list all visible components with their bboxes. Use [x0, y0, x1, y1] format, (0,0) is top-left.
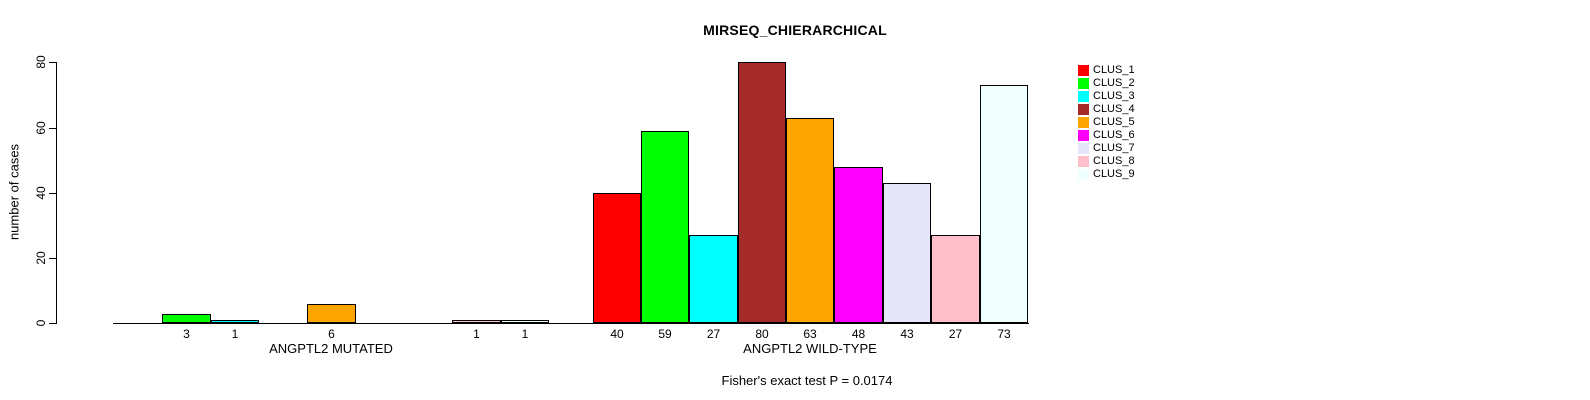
legend-item-clus_3: CLUS_3 — [1078, 90, 1135, 103]
x-axis-baseline — [113, 323, 1029, 324]
legend-label-clus_7: CLUS_7 — [1093, 142, 1135, 154]
bar-clus_5-wild-type — [786, 118, 834, 323]
legend-label-clus_4: CLUS_4 — [1093, 103, 1135, 115]
bar-clus_8-wild-type — [931, 235, 980, 323]
y-axis-line — [56, 62, 57, 324]
y-tick-label-0: 0 — [34, 319, 48, 327]
legend-color-swatch-clus_3 — [1078, 91, 1089, 102]
bar-clus_1-wild-type — [593, 193, 641, 323]
bar-value-label-clus_9-wild-type: 73 — [997, 327, 1011, 341]
legend-color-swatch-clus_1 — [1078, 65, 1089, 76]
legend-item-clus_1: CLUS_1 — [1078, 64, 1135, 77]
group-label-mutated: ANGPTL2 MUTATED — [269, 341, 393, 356]
legend-color-swatch-clus_5 — [1078, 117, 1089, 128]
bar-clus_9-mutated — [501, 320, 549, 323]
bar-value-label-clus_5-mutated: 6 — [328, 327, 335, 341]
legend-color-swatch-clus_7 — [1078, 143, 1089, 154]
bar-clus_3-wild-type — [689, 235, 738, 323]
bar-clus_5-mutated — [307, 304, 356, 323]
y-tick-label-80: 80 — [34, 55, 48, 69]
bar-value-label-clus_7-wild-type: 43 — [900, 327, 914, 341]
legend-color-swatch-clus_8 — [1078, 156, 1089, 167]
legend-item-clus_2: CLUS_2 — [1078, 77, 1135, 90]
y-tick-60 — [49, 128, 56, 129]
legend-label-clus_2: CLUS_2 — [1093, 77, 1135, 89]
legend-label-clus_5: CLUS_5 — [1093, 116, 1135, 128]
bar-value-label-clus_2-wild-type: 59 — [658, 327, 672, 341]
legend-color-swatch-clus_9 — [1078, 169, 1089, 180]
bar-clus_9-wild-type — [980, 85, 1028, 323]
y-tick-40 — [49, 193, 56, 194]
bar-value-label-clus_5-wild-type: 63 — [803, 327, 817, 341]
legend-item-clus_6: CLUS_6 — [1078, 129, 1135, 142]
legend-label-clus_9: CLUS_9 — [1093, 168, 1135, 180]
y-tick-label-60: 60 — [34, 120, 48, 135]
bar-clus_4-wild-type — [738, 62, 786, 323]
y-tick-80 — [49, 62, 56, 63]
bar-value-label-clus_2-mutated: 3 — [183, 327, 190, 341]
legend-color-swatch-clus_2 — [1078, 78, 1089, 89]
bar-clus_3-mutated — [211, 320, 259, 323]
y-tick-label-20: 20 — [34, 251, 48, 265]
bar-value-label-clus_3-wild-type: 27 — [706, 327, 721, 341]
y-tick-20 — [49, 258, 56, 259]
legend-color-swatch-clus_6 — [1078, 130, 1089, 141]
legend-item-clus_7: CLUS_7 — [1078, 142, 1135, 155]
legend-label-clus_6: CLUS_6 — [1093, 129, 1135, 141]
legend-item-clus_4: CLUS_4 — [1078, 103, 1135, 116]
legend-label-clus_8: CLUS_8 — [1093, 155, 1135, 167]
legend-item-clus_8: CLUS_8 — [1078, 155, 1135, 168]
legend-item-clus_5: CLUS_5 — [1078, 116, 1135, 129]
chart-title: MIRSEQ_CHIERARCHICAL — [703, 22, 887, 38]
bar-value-label-clus_3-mutated: 1 — [231, 327, 239, 341]
bar-value-label-clus_8-mutated: 1 — [473, 327, 480, 341]
y-tick-0 — [49, 323, 56, 324]
fisher-test-annotation: Fisher's exact test P = 0.0174 — [721, 373, 893, 388]
legend-label-clus_1: CLUS_1 — [1093, 64, 1135, 76]
bar-value-label-clus_9-mutated: 1 — [521, 327, 529, 341]
legend-label-clus_3: CLUS_3 — [1093, 90, 1135, 102]
legend-color-swatch-clus_4 — [1078, 104, 1089, 115]
legend-item-clus_9: CLUS_9 — [1078, 168, 1135, 181]
bar-clus_2-wild-type — [641, 131, 689, 323]
bar-clus_7-wild-type — [883, 183, 931, 323]
bar-clus_8-mutated — [452, 320, 501, 323]
bar-clus_2-mutated — [162, 314, 211, 323]
bar-value-label-clus_1-wild-type: 40 — [610, 327, 624, 341]
y-tick-label-40: 40 — [34, 186, 48, 200]
bar-value-label-clus_6-wild-type: 48 — [851, 327, 866, 341]
y-axis-title: number of cases — [6, 143, 22, 241]
bar-clus_6-wild-type — [834, 167, 883, 323]
group-label-wild-type: ANGPTL2 WILD-TYPE — [743, 341, 877, 356]
bar-value-label-clus_4-wild-type: 80 — [755, 327, 769, 341]
bar-value-label-clus_8-wild-type: 27 — [948, 327, 963, 341]
